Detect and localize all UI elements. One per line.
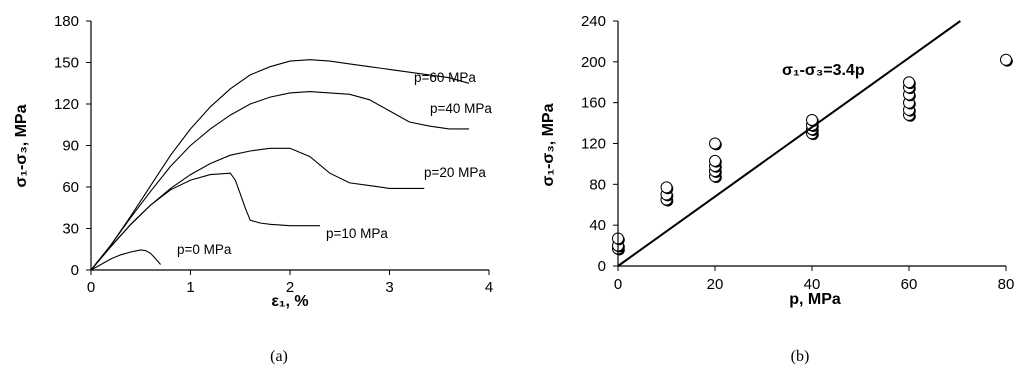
y-tick-label: 120: [581, 136, 606, 153]
x-axis-label: p, MPa: [789, 291, 841, 308]
annotation-p10: p=10 MPa: [326, 226, 388, 241]
y-tick-label: 120: [54, 96, 79, 113]
y-tick-label: 40: [589, 217, 606, 234]
y-tick-label: 90: [62, 138, 79, 155]
series-curve-3: [90, 91, 470, 271]
annotation-p0: p=0 MPa: [177, 242, 232, 257]
caption-b: (b): [791, 348, 810, 365]
annotation-p20: p=20 MPa: [424, 165, 486, 180]
x-axis-label: ε₁, %: [271, 293, 308, 310]
annotation-p40: p=40 MPa: [430, 101, 492, 116]
y-tick-label: 80: [589, 176, 606, 193]
y-axis-label: σ₁-σ₃, MPa: [540, 103, 557, 186]
fit-equation-label: σ₁-σ₃=3.4p: [782, 62, 865, 79]
annotation-p60: p=60 MPa: [414, 70, 476, 85]
data-point: [1000, 53, 1012, 66]
y-tick-label: 60: [62, 179, 79, 196]
x-tick-label: 40: [804, 276, 821, 293]
x-tick-label: 2: [286, 279, 294, 296]
x-tick-label: 3: [385, 279, 393, 296]
x-tick-label: 80: [998, 276, 1015, 293]
x-tick-label: 4: [485, 279, 493, 296]
series-curve-0: [90, 249, 162, 271]
y-tick-label: 160: [581, 95, 606, 112]
data-point: [660, 181, 673, 194]
y-tick-label: 180: [54, 13, 79, 30]
y-tick-label: 150: [54, 55, 79, 72]
series-curve-4: [90, 59, 470, 271]
x-tick-label: 0: [87, 279, 95, 296]
y-tick-label: 200: [581, 54, 606, 71]
caption-a: (a): [270, 348, 288, 365]
y-tick-label: 240: [581, 13, 606, 30]
y-tick-label: 30: [62, 221, 79, 238]
y-tick-label: 0: [71, 262, 79, 279]
y-axis-label: σ₁-σ₃, MPa: [13, 104, 30, 187]
stress-strain-chart: 0 1 2 3 4 0 30 60 90 120 150 180 ε₁, % σ₁-σ₃, MPa p…: [13, 13, 493, 310]
x-tick-label: 20: [707, 276, 724, 293]
data-point: [806, 114, 818, 127]
data-point: [903, 76, 915, 89]
series-curve-2: [90, 147, 425, 271]
data-point: [709, 137, 721, 150]
fit-line: [617, 20, 961, 267]
x-tick-label: 1: [186, 279, 194, 296]
x-tick-label: 60: [901, 276, 918, 293]
x-tick-label: 0: [614, 276, 622, 293]
y-tick-label: 0: [598, 258, 606, 275]
strength-vs-pressure-chart: 0 20 40 60 80 0 40 80 120 160 200 240 p, MPa σ₁-σ₃,…: [540, 13, 1014, 308]
data-point: [709, 154, 721, 167]
